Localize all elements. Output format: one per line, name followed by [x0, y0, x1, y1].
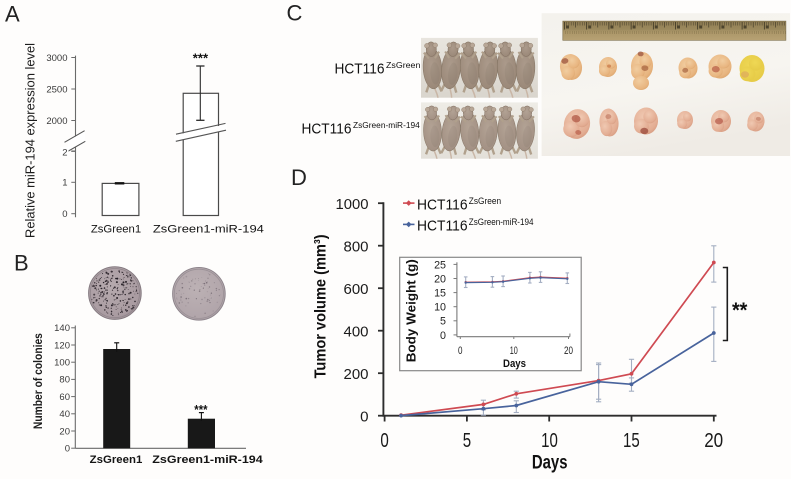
svg-text:15: 15 — [623, 429, 640, 452]
svg-text:1: 1 — [62, 178, 67, 189]
svg-text:600: 600 — [344, 281, 369, 298]
svg-text:ZsGreen-miR-194: ZsGreen-miR-194 — [469, 217, 534, 227]
svg-text:ZsGreen1: ZsGreen1 — [90, 454, 143, 466]
svg-text:800: 800 — [344, 238, 369, 255]
svg-text:HCT116: HCT116 — [417, 218, 468, 235]
svg-text:**: ** — [732, 299, 748, 322]
svg-text:Days: Days — [503, 358, 526, 370]
svg-text:120: 120 — [54, 340, 70, 351]
svg-text:40: 40 — [59, 409, 70, 420]
svg-text:2: 2 — [62, 147, 67, 158]
svg-text:0: 0 — [65, 444, 70, 455]
svg-text:ZsGreen1: ZsGreen1 — [91, 223, 141, 235]
svg-text:5: 5 — [440, 316, 446, 328]
svg-text:60: 60 — [59, 392, 70, 403]
svg-text:B: B — [14, 251, 29, 276]
svg-text:100: 100 — [54, 358, 70, 369]
svg-text:3000: 3000 — [46, 53, 67, 64]
svg-text:10: 10 — [541, 429, 558, 452]
svg-text:0: 0 — [380, 429, 388, 452]
svg-text:5: 5 — [463, 429, 471, 452]
svg-text:Number of colonies: Number of colonies — [31, 333, 45, 429]
svg-text:140: 140 — [54, 323, 70, 334]
svg-text:HCT116: HCT116 — [302, 121, 352, 138]
svg-text:20: 20 — [564, 345, 573, 357]
svg-text:10: 10 — [510, 345, 518, 357]
svg-text:80: 80 — [59, 375, 70, 386]
svg-text:20: 20 — [434, 273, 446, 285]
svg-text:20: 20 — [704, 429, 723, 452]
svg-text:ZsGreen: ZsGreen — [386, 60, 421, 70]
svg-text:400: 400 — [344, 323, 369, 340]
svg-text:ZsGreen: ZsGreen — [469, 196, 501, 206]
svg-text:15: 15 — [434, 288, 446, 300]
svg-text:A: A — [5, 2, 20, 27]
svg-text:20: 20 — [59, 426, 70, 437]
svg-text:25: 25 — [434, 259, 446, 271]
svg-text:HCT116: HCT116 — [335, 60, 385, 77]
svg-text:ZsGreen-miR-194: ZsGreen-miR-194 — [353, 120, 420, 130]
svg-text:1000: 1000 — [336, 196, 369, 213]
svg-text:10: 10 — [434, 302, 446, 314]
svg-text:0: 0 — [62, 209, 67, 220]
svg-text:0: 0 — [360, 408, 368, 425]
svg-text:***: *** — [193, 50, 209, 65]
svg-text:200: 200 — [344, 366, 369, 383]
svg-text:Tumor volume (mm³): Tumor volume (mm³) — [313, 234, 330, 378]
svg-text:Days: Days — [532, 451, 568, 473]
svg-text:2500: 2500 — [46, 84, 67, 95]
svg-text:0: 0 — [440, 330, 446, 342]
svg-text:2000: 2000 — [46, 116, 67, 127]
svg-text:ZsGreen1-miR-194: ZsGreen1-miR-194 — [152, 454, 263, 466]
svg-text:D: D — [291, 165, 307, 190]
svg-text:HCT116: HCT116 — [417, 196, 468, 213]
svg-text:Relative miR-194 expression le: Relative miR-194 expression level — [23, 43, 38, 238]
svg-text:ZsGreen1-miR-194: ZsGreen1-miR-194 — [153, 223, 264, 235]
svg-text:***: *** — [194, 403, 207, 417]
svg-text:Body Weight (g): Body Weight (g) — [405, 259, 419, 362]
svg-text:C: C — [287, 1, 303, 26]
svg-text:0: 0 — [458, 345, 463, 357]
